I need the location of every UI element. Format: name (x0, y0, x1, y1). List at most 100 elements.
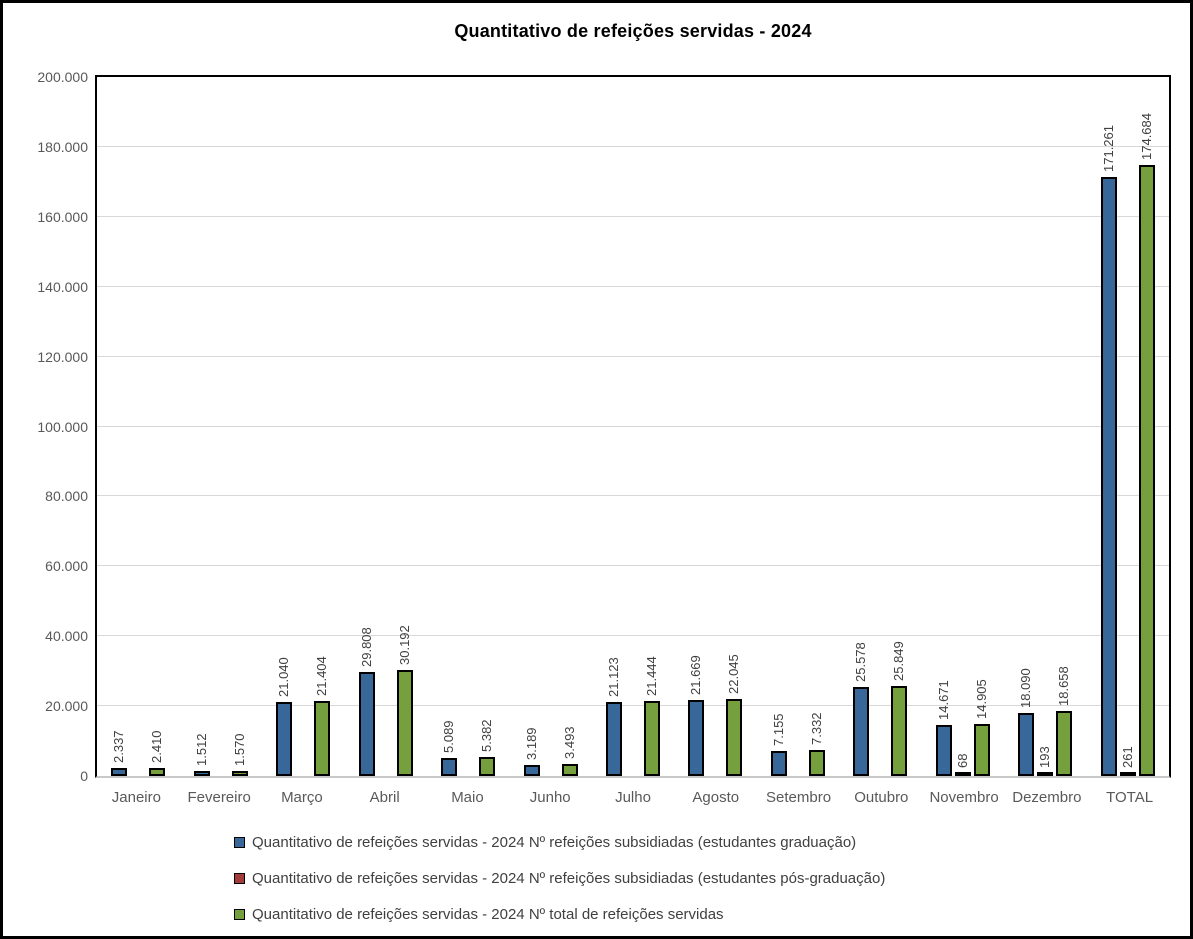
bar-graduacao (936, 725, 952, 776)
bar-pos-graduacao (955, 772, 971, 776)
legend-item-total: Quantitativo de refeições servidas - 202… (234, 906, 724, 923)
gridline (97, 285, 1169, 287)
bar-value-label: 5.089 (441, 720, 456, 753)
bar-graduacao (524, 765, 540, 776)
y-axis-label: 0 (80, 768, 88, 784)
bar-value-label: 2.337 (111, 730, 126, 763)
gridline (97, 215, 1169, 217)
x-axis-label: Fevereiro (187, 789, 251, 806)
x-axis-label: Janeiro (111, 789, 161, 806)
bar-value-label: 261 (1120, 746, 1135, 768)
x-axis-label: Dezembro (1012, 789, 1082, 806)
bar-total (1139, 165, 1155, 776)
x-axis-label: Junho (529, 789, 571, 806)
bar-total (149, 768, 165, 776)
bar-graduacao (111, 768, 127, 776)
bar-value-label: 25.578 (853, 642, 868, 682)
bar-value-label: 14.905 (974, 679, 989, 719)
bar-total (974, 724, 990, 776)
bar-value-label: 3.189 (524, 727, 539, 760)
bar-value-label: 29.808 (359, 627, 374, 667)
bar-graduacao (194, 771, 210, 776)
gridline (97, 565, 1169, 567)
x-axis-label: TOTAL (1106, 789, 1154, 806)
y-axis-label: 100.000 (37, 419, 88, 435)
x-axis-label: Agosto (692, 789, 740, 806)
y-axis-label: 20.000 (45, 698, 88, 714)
bar-value-label: 5.382 (479, 719, 494, 752)
bar-total (314, 701, 330, 776)
bar-total (644, 701, 660, 776)
bar-value-label: 174.684 (1139, 113, 1154, 160)
plot-area: 2.337 1.512 21.040 29.808 5.089 3.189 21.123 21… (95, 75, 1171, 778)
bar-total (1056, 711, 1072, 776)
legend-label: Quantitativo de refeições servidas - 202… (252, 834, 857, 851)
bar-total (479, 757, 495, 776)
bar-graduacao (276, 702, 292, 776)
x-axis-label: Maio (451, 789, 484, 806)
legend-item-pos-graduacao: Quantitativo de refeições servidas - 202… (234, 870, 885, 887)
bar-graduacao (853, 687, 869, 776)
bar-value-label: 171.261 (1101, 125, 1116, 172)
bar-value-label: 2.410 (149, 730, 164, 763)
y-axis-label: 180.000 (37, 139, 88, 155)
bar-value-label: 193 (1037, 746, 1052, 768)
bar-graduacao (606, 702, 622, 776)
bar-graduacao (441, 758, 457, 776)
bar-graduacao (359, 672, 375, 776)
gridline (97, 425, 1169, 427)
legend-item-graduacao: Quantitativo de refeições servidas - 202… (234, 834, 856, 851)
x-axis-label: Março (281, 789, 323, 806)
x-axis-label: Abril (369, 789, 400, 806)
x-axis-label: Novembro (929, 789, 999, 806)
bar-value-label: 21.123 (606, 657, 621, 697)
bar-value-label: 7.332 (809, 712, 824, 745)
bar-total (232, 771, 248, 776)
bar-value-label: 1.570 (232, 733, 247, 766)
bar-graduacao (688, 700, 704, 776)
gridline (97, 705, 1169, 707)
y-axis-label: 40.000 (45, 628, 88, 644)
bar-graduacao (1018, 713, 1034, 776)
y-axis-label: 200.000 (37, 69, 88, 85)
chart-title: Quantitativo de refeições servidas - 202… (454, 21, 812, 41)
bar-value-label: 18.090 (1018, 668, 1033, 708)
gridline (97, 495, 1169, 497)
legend-swatch-graduacao (234, 837, 245, 848)
x-axis-label: Julho (615, 789, 651, 806)
y-axis-label: 160.000 (37, 209, 88, 225)
bar-total (562, 764, 578, 776)
bar-value-label: 68 (955, 753, 970, 768)
bar-value-label: 21.444 (644, 656, 659, 696)
bar-value-label: 18.658 (1056, 666, 1071, 706)
bar-value-label: 22.045 (726, 654, 741, 694)
bar-value-label: 21.404 (314, 656, 329, 696)
legend-swatch-total (234, 909, 245, 920)
legend-label: Quantitativo de refeições servidas - 202… (252, 906, 724, 923)
bar-total (726, 699, 742, 776)
legend-swatch-pos-graduacao (234, 873, 245, 884)
x-axis-label: Setembro (766, 789, 832, 806)
bar-value-label: 30.192 (397, 625, 412, 665)
bar-total (891, 686, 907, 776)
bar-value-label: 21.040 (276, 657, 291, 697)
bar-graduacao (1101, 177, 1117, 776)
y-axis-label: 80.000 (45, 488, 88, 504)
bar-value-label: 21.669 (688, 655, 703, 695)
gridline (97, 355, 1169, 357)
bar-total (809, 750, 825, 776)
y-axis-label: 120.000 (37, 349, 88, 365)
bar-value-label: 7.155 (771, 713, 786, 746)
bar-value-label: 25.849 (891, 641, 906, 681)
bar-graduacao (771, 751, 787, 776)
y-axis-label: 60.000 (45, 558, 88, 574)
x-axis-label: Outubro (854, 789, 909, 806)
bar-value-label: 1.512 (194, 733, 209, 766)
bar-pos-graduacao (1037, 772, 1053, 776)
bar-pos-graduacao (1120, 772, 1136, 776)
legend-label: Quantitativo de refeições servidas - 202… (252, 870, 886, 887)
gridline (97, 145, 1169, 147)
y-axis-label: 140.000 (37, 279, 88, 295)
bar-value-label: 14.671 (936, 680, 951, 720)
